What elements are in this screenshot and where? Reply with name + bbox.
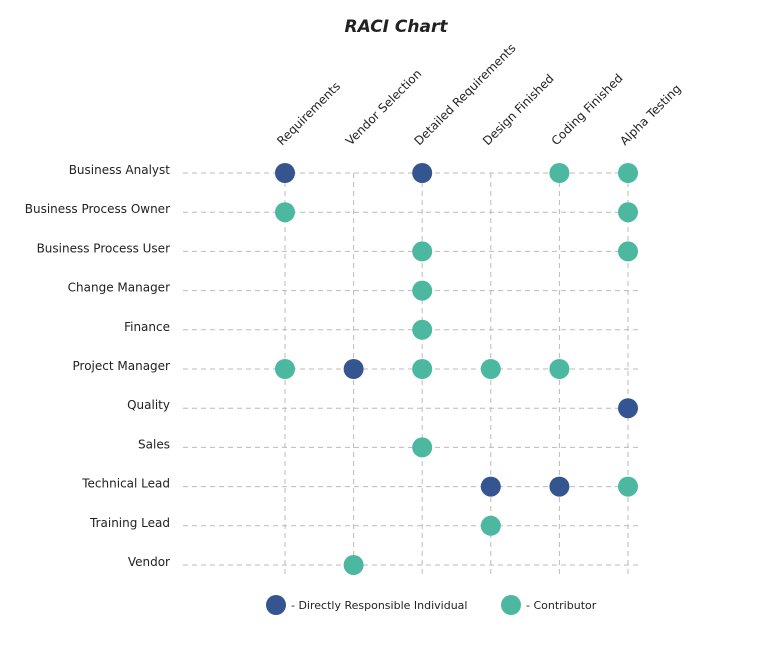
contributor-dot xyxy=(275,359,295,379)
contributor-dot xyxy=(412,241,433,262)
column-label: Design Finished xyxy=(480,71,557,148)
row-label: Business Process Owner xyxy=(25,202,170,216)
contributor-dot xyxy=(618,476,638,497)
contributor-dot xyxy=(618,202,638,223)
contributor-dot xyxy=(549,359,570,379)
row-label: Finance xyxy=(124,320,170,334)
responsible-dot xyxy=(480,476,501,497)
column-label: Alpha Testing xyxy=(617,82,684,149)
legend-marker xyxy=(266,595,286,615)
contributor-dot xyxy=(343,555,364,575)
contributor-dot xyxy=(618,163,638,183)
column-label: Requirements xyxy=(274,79,343,148)
row-label: Training Lead xyxy=(89,516,170,530)
row-label: Vendor xyxy=(128,555,170,569)
row-label: Business Process User xyxy=(37,241,170,255)
contributor-dot xyxy=(549,163,570,183)
contributor-dot xyxy=(412,437,433,458)
row-label: Quality xyxy=(127,398,170,412)
row-label: Business Analyst xyxy=(69,163,171,177)
responsible-dot xyxy=(618,398,638,419)
responsible-dot xyxy=(549,476,570,497)
responsible-dot xyxy=(412,163,433,183)
responsible-dot xyxy=(275,163,295,183)
contributor-dot xyxy=(412,280,433,301)
contributor-dot xyxy=(412,359,433,379)
chart-title: RACI Chart xyxy=(344,17,448,37)
row-label: Technical Lead xyxy=(81,477,170,491)
column-label: Coding Finished xyxy=(549,71,626,148)
legend-label: - Directly Responsible Individual xyxy=(291,599,467,612)
contributor-dot xyxy=(275,202,295,223)
row-label: Project Manager xyxy=(73,359,171,373)
contributor-dot xyxy=(412,319,433,340)
row-label: Change Manager xyxy=(68,281,170,295)
contributor-dot xyxy=(480,359,501,379)
contributor-dot xyxy=(618,241,638,262)
contributor-dot xyxy=(480,515,501,536)
responsible-dot xyxy=(343,359,364,379)
legend-label: - Contributor xyxy=(526,599,597,612)
legend-marker xyxy=(501,595,521,615)
column-label: Vendor Selection xyxy=(343,67,425,149)
row-label: Sales xyxy=(138,437,170,451)
